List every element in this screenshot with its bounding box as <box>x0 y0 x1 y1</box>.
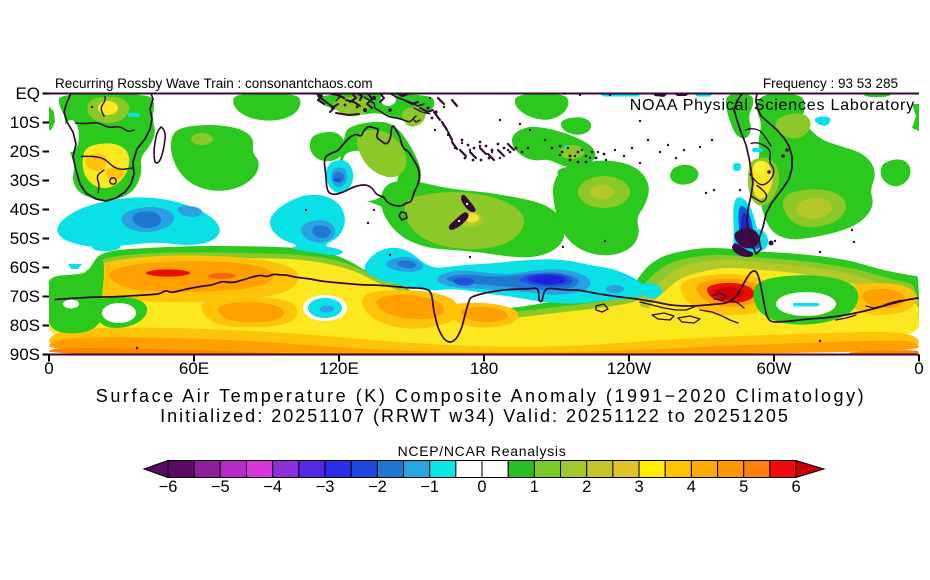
svg-text:EQ: EQ <box>15 84 40 103</box>
svg-text:Surface Air Temperature (K) Co: Surface Air Temperature (K) Composite An… <box>96 386 866 406</box>
svg-text:NOAA Physical Sciences Laborat: NOAA Physical Sciences Laboratory <box>630 97 915 114</box>
svg-text:6: 6 <box>792 478 801 496</box>
svg-text:1: 1 <box>530 478 539 496</box>
svg-text:30S: 30S <box>10 171 40 190</box>
svg-text:−6: −6 <box>159 478 178 496</box>
svg-text:50S: 50S <box>10 229 40 248</box>
svg-text:20S: 20S <box>10 142 40 161</box>
svg-text:−1: −1 <box>420 478 439 496</box>
svg-text:60S: 60S <box>10 258 40 277</box>
svg-text:4: 4 <box>687 478 696 496</box>
svg-text:0: 0 <box>914 359 923 378</box>
svg-text:−5: −5 <box>211 478 230 496</box>
svg-text:Frequency : 93 53 285: Frequency : 93 53 285 <box>763 76 898 91</box>
svg-text:0: 0 <box>477 478 486 496</box>
svg-text:70S: 70S <box>10 287 40 306</box>
svg-text:5: 5 <box>739 478 748 496</box>
svg-text:90S: 90S <box>10 345 40 364</box>
svg-text:80S: 80S <box>10 316 40 335</box>
svg-text:−3: −3 <box>316 478 335 496</box>
svg-text:−2: −2 <box>368 478 387 496</box>
svg-text:Recurring Rossby Wave Train :: Recurring Rossby Wave Train : consonantc… <box>55 76 373 91</box>
svg-text:10S: 10S <box>10 113 40 132</box>
svg-text:120W: 120W <box>607 359 651 378</box>
svg-text:3: 3 <box>635 478 644 496</box>
svg-text:Initialized: 20251107 (RRWT w3: Initialized: 20251107 (RRWT w34) Valid: … <box>160 406 790 426</box>
svg-text:120E: 120E <box>319 359 359 378</box>
svg-text:2: 2 <box>582 478 591 496</box>
svg-text:NCEP/NCAR Reanalysis: NCEP/NCAR Reanalysis <box>398 443 567 459</box>
svg-text:40S: 40S <box>10 200 40 219</box>
svg-text:60W: 60W <box>757 359 792 378</box>
svg-text:180: 180 <box>470 359 498 378</box>
svg-text:−4: −4 <box>263 478 282 496</box>
svg-text:60E: 60E <box>179 359 209 378</box>
svg-text:0: 0 <box>44 359 53 378</box>
